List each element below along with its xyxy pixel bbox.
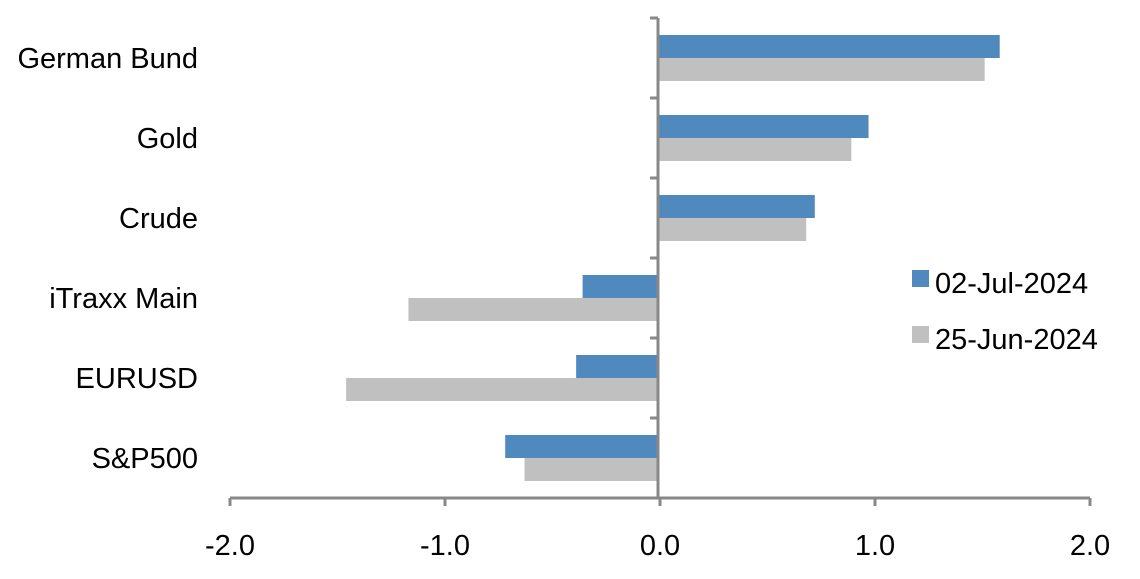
category-label: German Bund <box>17 43 198 75</box>
bar-series2 <box>658 58 985 81</box>
legend-swatch <box>912 270 929 287</box>
category-label: EURUSD <box>76 363 198 395</box>
bar-series1 <box>582 275 658 298</box>
category-label: Gold <box>137 123 198 155</box>
bar-series1 <box>505 435 658 458</box>
x-tick-label: -2.0 <box>205 530 255 562</box>
bar-series1 <box>658 35 1000 58</box>
x-tick-label: 2.0 <box>1070 530 1110 562</box>
bar-series2 <box>658 138 852 161</box>
bar-series2 <box>408 298 658 321</box>
bar-series2 <box>524 458 658 481</box>
bar-series1 <box>658 115 869 138</box>
x-tick-label: 1.0 <box>855 530 895 562</box>
bar-series1 <box>576 355 658 378</box>
category-label: S&P500 <box>92 443 198 475</box>
bar-series2 <box>346 378 658 401</box>
x-tick-label: 0.0 <box>640 530 680 562</box>
legend-label: 25-Jun-2024 <box>935 324 1098 356</box>
x-tick-label: -1.0 <box>420 530 470 562</box>
category-label: Crude <box>119 203 198 235</box>
bar-series2 <box>658 218 807 241</box>
bar-series1 <box>658 195 815 218</box>
legend-label: 02-Jul-2024 <box>935 268 1088 300</box>
legend-swatch <box>912 326 929 343</box>
category-label: iTraxx Main <box>49 283 198 315</box>
